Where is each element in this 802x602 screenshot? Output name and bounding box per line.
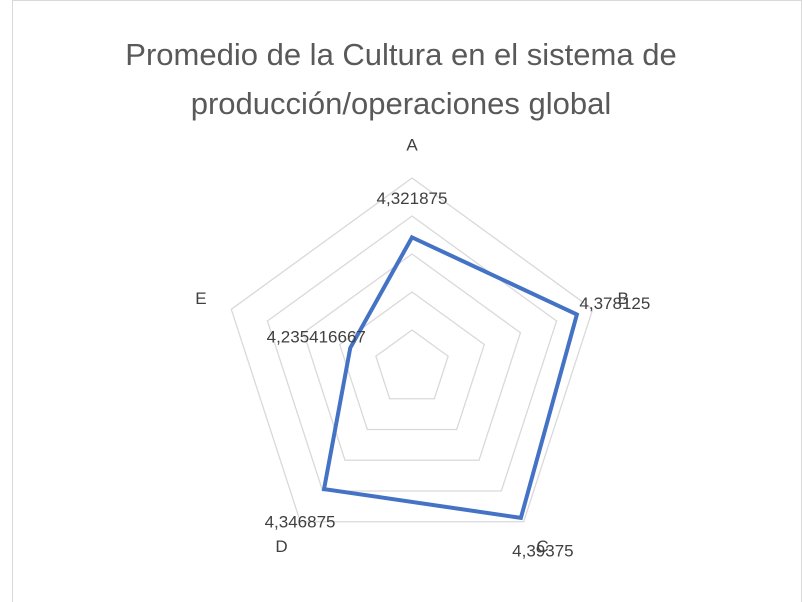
data-label: 4,321875 [377, 189, 448, 208]
data-label: 4,235416667 [267, 327, 366, 346]
grid-ring [266, 215, 558, 492]
series-line [321, 234, 580, 521]
grid-ring [338, 291, 486, 431]
category-label: B [617, 289, 628, 308]
data-label: 4,378125 [579, 294, 650, 313]
data-label: 4,346875 [265, 513, 336, 532]
category-label: E [195, 289, 206, 308]
data-label: 4,39375 [512, 541, 573, 560]
category-label: D [275, 537, 287, 556]
category-label: A [406, 135, 418, 154]
chart-title: Promedio de la Cultura en el sistema de … [125, 37, 677, 121]
grid-ring [230, 177, 594, 523]
category-label: C [536, 537, 548, 556]
grid-ring [375, 329, 449, 400]
grid-ring [302, 253, 522, 461]
